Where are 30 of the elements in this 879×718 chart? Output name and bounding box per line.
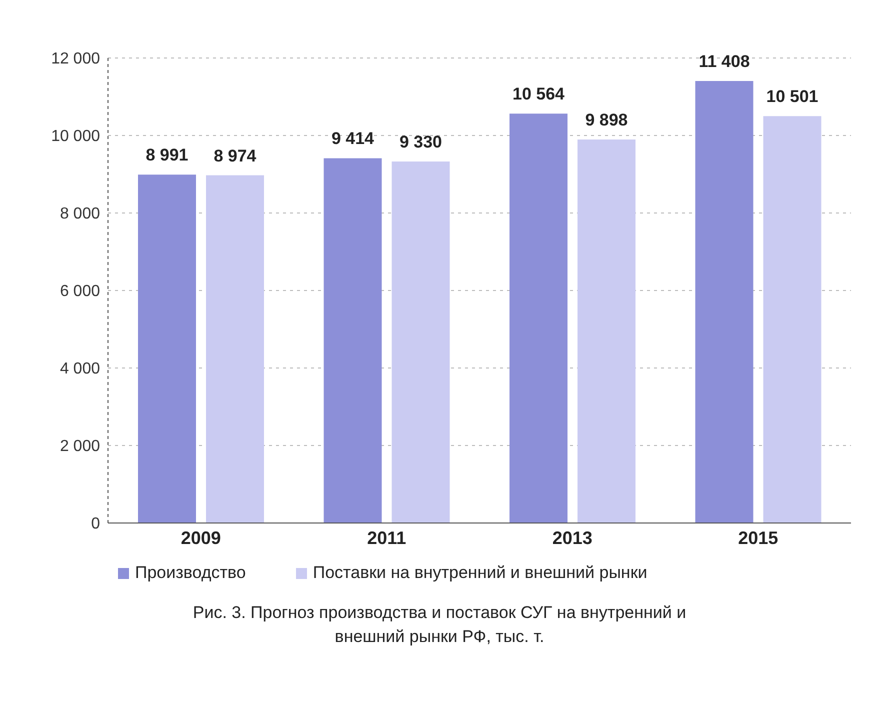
legend-label: Производство xyxy=(135,563,246,583)
bar xyxy=(324,158,382,523)
y-tick-label: 6 000 xyxy=(60,283,100,300)
bar xyxy=(206,175,264,523)
y-tick-label: 0 xyxy=(91,516,100,533)
y-tick-label: 4 000 xyxy=(60,360,100,378)
bar xyxy=(763,116,822,523)
bar xyxy=(392,161,450,523)
data-label: 11 408 xyxy=(698,52,750,71)
x-tick-label: 2015 xyxy=(738,528,778,548)
x-tick-label: 2011 xyxy=(367,528,406,548)
y-tick-label: 12 000 xyxy=(51,50,100,68)
x-tick-label: 2013 xyxy=(552,528,592,548)
data-label: 9 414 xyxy=(331,129,375,148)
data-label: 8 974 xyxy=(214,146,257,166)
data-label: 10 501 xyxy=(766,87,818,106)
data-label: 10 564 xyxy=(512,84,566,104)
text: Рис. 3. Прогноз производства и поставок СУГ на внутренний и внешний рынки РФ, тыс. т. xyxy=(192,602,688,648)
data-label: 9 898 xyxy=(585,110,628,130)
data-label: 9 330 xyxy=(399,132,442,152)
data-label: 8 991 xyxy=(146,146,188,165)
x-tick-label: 2009 xyxy=(180,528,221,548)
bar xyxy=(578,139,636,523)
legend-label: Поставки на внутренний и внешний рынки xyxy=(312,563,648,583)
y-tick-label: 2 000 xyxy=(60,438,100,456)
y-tick-label: 10 000 xyxy=(51,128,100,146)
bar xyxy=(138,174,196,523)
bar xyxy=(695,80,754,523)
y-tick-label: 8 000 xyxy=(60,206,100,223)
bar xyxy=(510,114,568,523)
